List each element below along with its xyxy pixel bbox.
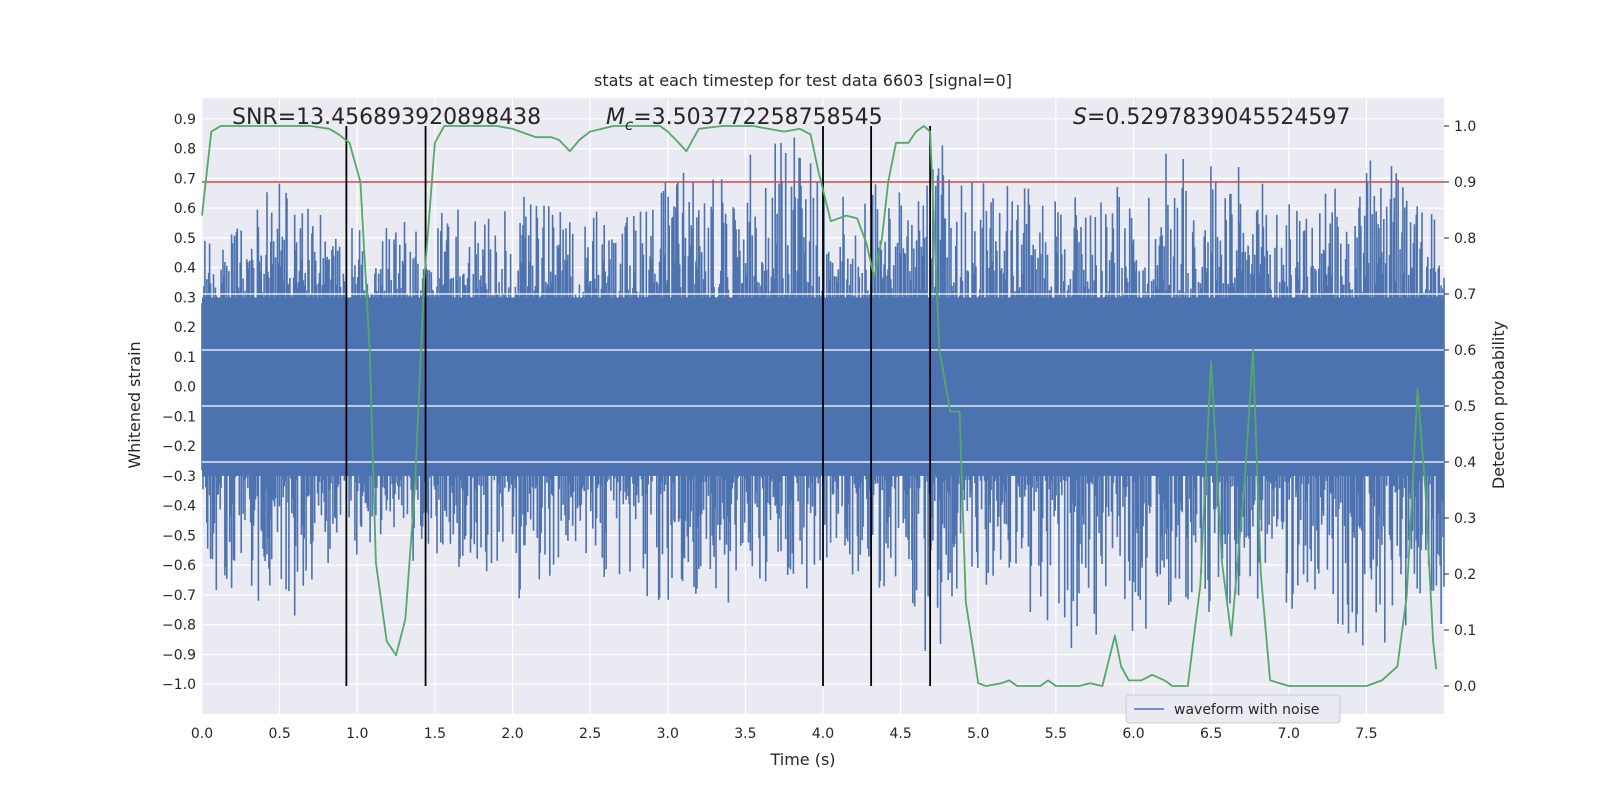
legend-box <box>1125 694 1341 724</box>
left-y-tick-label: −0.1 <box>162 409 196 425</box>
waveform-spikes <box>201 137 1445 651</box>
right-y-tick-label: 0.5 <box>1454 399 1476 415</box>
x-axis-ticks: 0.0 0.5 1.0 1.5 2.0 2.5 3.0 3.5 4.0 4.5 5.0 5.5 6.0 6… <box>191 726 1378 742</box>
chirp-mass-symbol: M <box>606 105 625 130</box>
x-tick-label: 7.0 <box>1278 726 1300 742</box>
x-tick-label: 4.5 <box>889 726 911 742</box>
left-y-tick-label: 0.0 <box>174 380 196 396</box>
x-tick-label: 6.0 <box>1122 726 1144 742</box>
left-axis-label: Whitened strain <box>125 341 144 468</box>
legend-label: waveform with noise <box>1174 702 1319 718</box>
left-y-tick-label: 0.1 <box>174 350 196 366</box>
left-axis-ticks: −1.0 −0.9 −0.8 −0.7 −0.6 −0.5 −0.4 −0.3 −0.2 −0.1… <box>162 112 196 693</box>
s-annotation: S=0.5297839045524597 <box>1073 105 1350 130</box>
right-y-tick-label: 0.8 <box>1454 231 1476 247</box>
right-axis-label: Detection probability <box>1489 321 1508 489</box>
chirp-mass-subscript: c <box>625 116 634 134</box>
right-y-tick-label: 1.0 <box>1454 119 1476 135</box>
left-y-tick-label: 0.6 <box>174 201 196 217</box>
left-y-tick-label: 0.2 <box>174 320 196 336</box>
left-y-tick-label: 0.8 <box>174 142 196 158</box>
snr-annotation: SNR=13.456893920898438 <box>232 105 541 130</box>
probability-series <box>201 125 1444 687</box>
x-axis-label: Time (s) <box>769 750 835 769</box>
x-tick-label: 7.5 <box>1355 726 1377 742</box>
chart-title: stats at each timestep for test data 660… <box>594 71 1012 90</box>
x-tick-label: 6.5 <box>1200 726 1222 742</box>
x-tick-label: 3.5 <box>734 726 756 742</box>
left-y-tick-label: −0.3 <box>162 469 196 485</box>
x-tick-label: 0.0 <box>191 726 213 742</box>
x-tick-label: 5.5 <box>1045 726 1067 742</box>
left-y-tick-label: −0.5 <box>162 528 196 544</box>
x-tick-label: 0.5 <box>268 726 290 742</box>
s-value: =0.5297839045524597 <box>1087 105 1350 130</box>
x-tick-label: 4.0 <box>812 726 834 742</box>
right-y-tick-label: 0.0 <box>1454 679 1476 695</box>
x-tick-label: 1.5 <box>424 726 446 742</box>
x-tick-label: 2.0 <box>501 726 523 742</box>
right-y-tick-label: 0.4 <box>1454 455 1476 471</box>
probability-line <box>201 125 1438 687</box>
s-symbol: S <box>1073 105 1087 130</box>
right-y-tick-label: 0.3 <box>1454 511 1476 527</box>
right-y-tick-label: 0.2 <box>1454 567 1476 583</box>
legend: waveform with noise <box>1125 694 1341 724</box>
chirp-mass-value: =3.503772258758545 <box>633 105 882 130</box>
right-y-tick-label: 0.7 <box>1454 287 1476 303</box>
x-tick-label: 1.0 <box>346 726 368 742</box>
left-y-tick-label: 0.9 <box>174 112 196 128</box>
left-y-tick-label: 0.4 <box>174 261 196 277</box>
left-y-tick-label: −0.4 <box>162 499 196 515</box>
left-y-tick-label: −0.2 <box>162 439 196 455</box>
left-y-tick-label: −0.7 <box>162 588 196 604</box>
left-y-tick-label: −1.0 <box>162 677 196 693</box>
chirp-mass-annotation: Mc=3.503772258758545 <box>606 105 883 134</box>
left-y-tick-label: 0.5 <box>174 231 196 247</box>
x-tick-label: 5.0 <box>967 726 989 742</box>
left-y-tick-label: 0.3 <box>174 290 196 306</box>
left-y-tick-label: −0.9 <box>162 647 196 663</box>
right-y-tick-label: 0.9 <box>1454 175 1476 191</box>
right-y-tick-label: 0.6 <box>1454 343 1476 359</box>
left-y-tick-label: −0.8 <box>162 618 196 634</box>
left-y-tick-label: 0.7 <box>174 171 196 187</box>
x-tick-label: 3.0 <box>657 726 679 742</box>
right-y-tick-label: 0.1 <box>1454 623 1476 639</box>
right-axis-ticks: 0.0 0.1 0.2 0.3 0.4 0.5 0.6 0.7 0.8 0.9 1.0 <box>1444 119 1476 695</box>
x-tick-label: 2.5 <box>579 726 601 742</box>
left-y-tick-label: −0.6 <box>162 558 196 574</box>
